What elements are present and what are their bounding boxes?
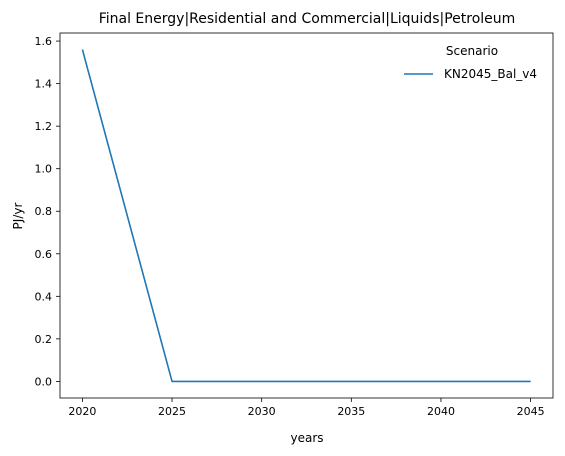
y-tick-label: 0.8	[35, 205, 53, 218]
y-tick-label: 0.6	[35, 248, 53, 261]
series-layer	[81, 49, 531, 383]
y-tick-label: 0.2	[35, 333, 53, 346]
series-line	[81, 49, 531, 383]
y-axis-label: PJ/yr	[11, 203, 25, 230]
x-tick-label: 2020	[68, 405, 96, 418]
plot-area	[59, 32, 554, 399]
legend-entry-kn2045-bal-v4: KN2045_Bal_v4	[444, 67, 537, 81]
x-axis: 2020 2025 2030 2035 2040 2045	[68, 398, 545, 418]
legend-title: Scenario	[446, 44, 498, 58]
y-tick-label: 1.4	[35, 78, 53, 91]
y-tick-label: 1.0	[35, 163, 53, 176]
legend: Scenario KN2045_Bal_v4	[404, 44, 537, 81]
y-axis: 0.0 0.2 0.4 0.6 0.8 1.0 1.2 1.4 1.6	[35, 35, 60, 388]
x-tick-label: 2040	[427, 405, 455, 418]
x-tick-label: 2035	[337, 405, 365, 418]
y-tick-label: 1.2	[35, 120, 53, 133]
y-tick-label: 1.6	[35, 35, 53, 48]
x-tick-label: 2025	[158, 405, 186, 418]
chart-title: Final Energy|Residential and Commercial|…	[99, 11, 516, 27]
plot-frame	[59, 32, 554, 399]
x-tick-label: 2030	[248, 405, 276, 418]
x-axis-label: years	[290, 431, 323, 445]
y-tick-label: 0.4	[35, 290, 53, 303]
y-tick-label: 0.0	[35, 375, 53, 388]
x-tick-label: 2045	[517, 405, 545, 418]
